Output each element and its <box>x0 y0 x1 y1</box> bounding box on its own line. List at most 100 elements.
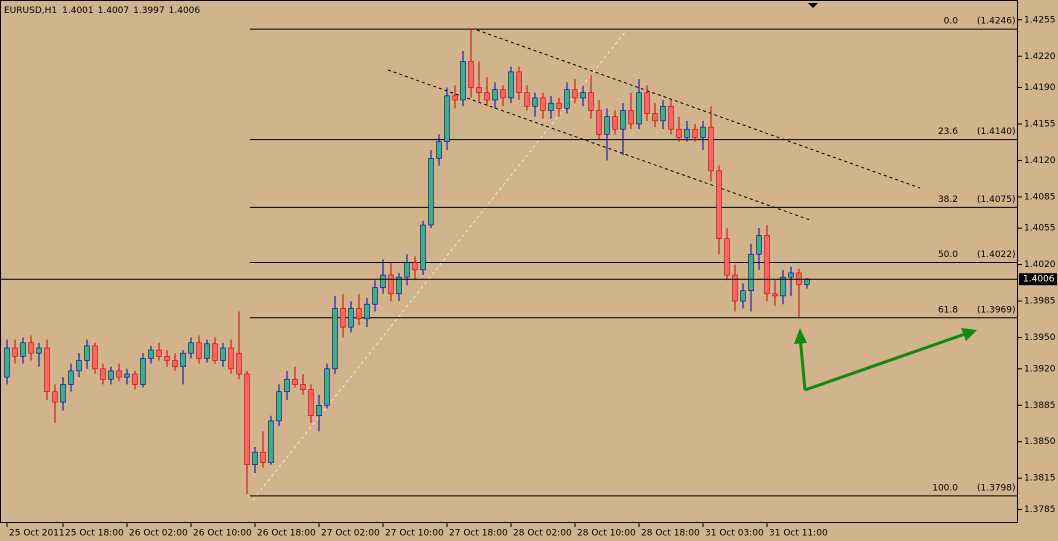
x-tick-label: 25 Oct 2011 <box>9 529 65 539</box>
low-value: 1.3997 <box>133 6 165 16</box>
y-tick-label: 1.4255 <box>1024 15 1056 25</box>
candle-body <box>644 92 650 114</box>
candle-body <box>668 105 674 130</box>
y-tick-label: 1.3985 <box>1024 297 1056 307</box>
candle-body <box>148 349 154 359</box>
bid-label: 1.4006 <box>1023 275 1055 285</box>
candle-body <box>588 92 594 111</box>
candle-body <box>412 262 418 271</box>
candle-body <box>28 342 34 354</box>
candle-body <box>84 345 90 361</box>
y-tick-label: 1.3785 <box>1024 505 1056 515</box>
candle-body <box>796 272 802 285</box>
arrow-head <box>961 328 977 341</box>
candle-body <box>428 158 434 226</box>
close-value: 1.4006 <box>169 6 201 16</box>
shift-marker <box>808 3 818 8</box>
symbol: EURUSD,H1 <box>4 6 57 16</box>
candle-body <box>124 373 130 378</box>
chart-header: EURUSD,H1 1.4001 1.4007 1.3997 1.4006 <box>4 6 200 16</box>
candle-body <box>388 274 394 295</box>
candle-body <box>324 368 330 406</box>
candle-body <box>628 110 634 125</box>
candle-body <box>660 105 666 122</box>
candle-body <box>364 303 370 320</box>
y-tick-label: 1.4220 <box>1024 52 1056 62</box>
trend-line <box>476 29 921 189</box>
candle-body <box>36 347 42 354</box>
candle-body <box>572 89 578 99</box>
fib-price: (1.4075) <box>977 195 1016 205</box>
arrow <box>798 332 966 392</box>
candle-body <box>524 92 530 107</box>
y-tick-label: 1.3920 <box>1024 364 1056 374</box>
candle-body <box>724 238 730 276</box>
candle-body <box>548 102 554 111</box>
y-tick-label: 1.3885 <box>1024 401 1056 411</box>
fib-price: (1.4022) <box>977 250 1016 260</box>
candle-body <box>756 235 762 255</box>
candle-body <box>236 352 242 375</box>
fib-level: 0.0 <box>944 17 959 27</box>
candle-body <box>348 308 354 328</box>
candle-body <box>508 71 514 99</box>
candle-body <box>156 349 162 357</box>
candle-body <box>308 389 314 416</box>
candle-body <box>604 116 610 135</box>
candle-body <box>268 420 274 463</box>
y-tick-label: 1.4020 <box>1024 260 1056 270</box>
candle-body <box>44 347 50 393</box>
candle-body <box>196 342 202 359</box>
fib-level: 61.8 <box>938 305 958 315</box>
candle-body <box>484 92 490 101</box>
x-tick-label: 27 Oct 18:00 <box>449 529 508 539</box>
candle-body <box>612 116 618 130</box>
candle-body <box>68 370 74 385</box>
y-tick-label: 1.3950 <box>1024 333 1056 343</box>
candle-body <box>652 113 658 122</box>
candle-body <box>732 274 738 302</box>
candle-body <box>764 235 770 295</box>
candle-body <box>556 102 562 109</box>
candle-body <box>468 61 474 88</box>
candle-body <box>540 97 546 111</box>
candle-body <box>252 451 258 465</box>
bid-box <box>1019 273 1057 286</box>
open-value: 1.4001 <box>62 6 94 16</box>
candle-body <box>692 128 698 138</box>
candle-body <box>60 384 66 403</box>
candle-body <box>172 360 178 368</box>
candle-body <box>436 141 442 159</box>
candle-body <box>380 274 386 288</box>
candle-body <box>284 378 290 393</box>
candle-body <box>396 276 402 295</box>
candle-body <box>52 391 58 403</box>
candle-body <box>12 347 18 357</box>
y-tick-label: 1.4085 <box>1024 192 1056 202</box>
y-tick-label: 1.4190 <box>1024 83 1056 93</box>
candle-body <box>404 262 410 278</box>
x-tick-label: 27 Oct 02:00 <box>321 529 380 539</box>
candle-body <box>140 358 146 385</box>
fib-level: 38.2 <box>938 195 958 205</box>
candle-body <box>596 110 602 135</box>
candle-body <box>276 391 282 422</box>
fib-group: 0.0 (1.4246) 23.6 (1.4140) 38.2 (1.4075) 50.0 (… <box>250 17 1018 497</box>
candle-body <box>636 92 642 125</box>
candle-body <box>356 308 362 320</box>
y-tick-label: 1.4155 <box>1024 119 1056 129</box>
x-tick-label: 28 Oct 02:00 <box>513 529 572 539</box>
candle-body <box>460 61 466 101</box>
y-tick-label: 1.4120 <box>1024 156 1056 166</box>
candle-body <box>260 451 266 463</box>
candle-body <box>748 253 754 291</box>
fib-price: (1.3798) <box>977 483 1016 493</box>
trend-line <box>387 69 811 221</box>
candle-body <box>532 97 538 107</box>
candle-body <box>564 89 570 109</box>
fib-price: (1.3969) <box>977 305 1016 315</box>
candle-body <box>116 370 122 378</box>
arrow-line <box>798 335 807 391</box>
candle-body <box>716 170 722 239</box>
